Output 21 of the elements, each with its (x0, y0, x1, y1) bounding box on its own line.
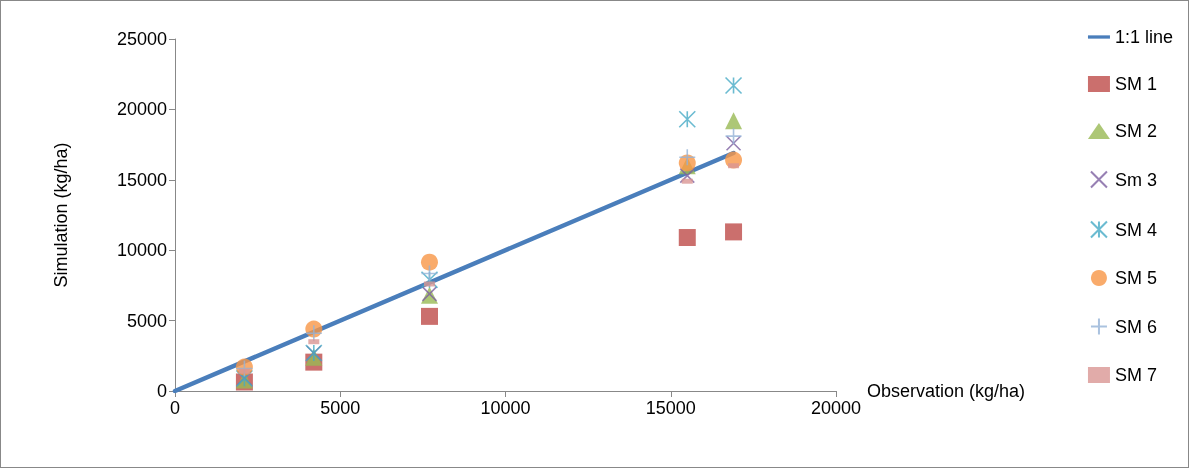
legend-label: SM 7 (1114, 365, 1157, 385)
x-axis-title: Observation (kg/ha) (866, 381, 1026, 401)
y-tick-label: 25000 (116, 29, 167, 49)
x-tick-label: 10000 (480, 398, 531, 418)
legend-label: SM 1 (1114, 74, 1157, 94)
y-tick-label: 15000 (116, 169, 167, 190)
legend-label: 1:1 line (1114, 27, 1173, 47)
x-tick-label: 0 (169, 398, 181, 418)
legend-label: SM 6 (1114, 316, 1157, 337)
y-tick-label: 20000 (116, 99, 167, 120)
x-tick-label: 15000 (645, 398, 696, 418)
y-tick-label: 10000 (116, 240, 167, 261)
y-tick-label: 0 (156, 381, 167, 401)
y-tick-label: 5000 (126, 310, 167, 331)
x-tick-label: 20000 (810, 398, 862, 418)
y-axis-title: Simulation (kg/ha) (51, 142, 71, 288)
x-tick-label: 5000 (320, 398, 361, 418)
legend-label: Sm 3 (1114, 169, 1157, 190)
legend-label: SM 4 (1114, 219, 1157, 240)
legend-label: SM 2 (1114, 121, 1157, 141)
legend-label: SM 5 (1114, 268, 1157, 288)
